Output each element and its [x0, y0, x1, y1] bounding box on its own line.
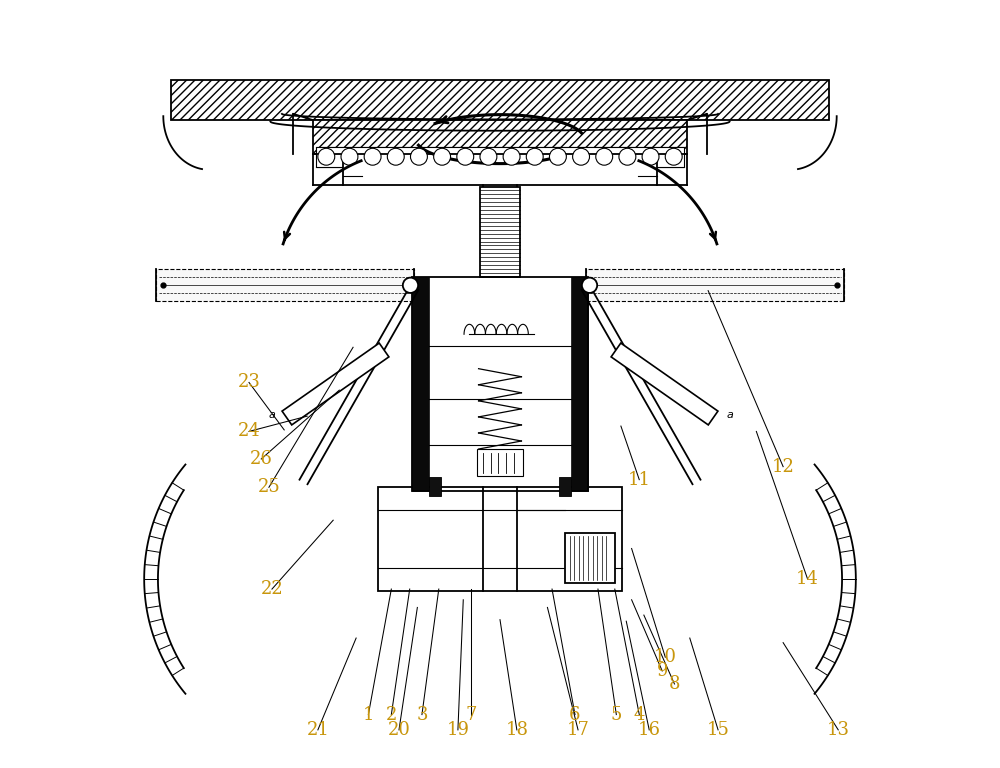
Bar	[480, 187, 520, 277]
Bar	[412, 277, 588, 491]
Bar	[429, 478, 441, 496]
Text: 5: 5	[611, 706, 622, 723]
Polygon shape	[282, 343, 389, 425]
Text: 17: 17	[567, 721, 589, 739]
Text: 13: 13	[827, 721, 850, 739]
Bar	[171, 80, 829, 120]
Circle shape	[619, 148, 636, 165]
Text: 23: 23	[238, 373, 260, 392]
Text: 1: 1	[363, 706, 374, 723]
Text: 8: 8	[669, 675, 680, 693]
Circle shape	[665, 148, 682, 165]
Text: 18: 18	[505, 721, 528, 739]
Text: 3: 3	[416, 706, 428, 723]
Circle shape	[549, 148, 566, 165]
Bar	[586, 270, 844, 301]
Circle shape	[582, 278, 597, 293]
Text: 24: 24	[238, 422, 260, 440]
Text: 11: 11	[628, 471, 651, 488]
Polygon shape	[611, 343, 718, 425]
Bar	[571, 277, 588, 491]
Circle shape	[403, 278, 418, 293]
Circle shape	[364, 148, 381, 165]
Text: 25: 25	[258, 478, 280, 496]
Bar	[565, 533, 615, 583]
Bar	[477, 449, 523, 476]
Text: 7: 7	[465, 706, 477, 723]
Text: 6: 6	[569, 706, 581, 723]
Circle shape	[573, 148, 590, 165]
Text: 4: 4	[634, 706, 645, 723]
Bar	[316, 147, 684, 167]
Text: 10: 10	[654, 648, 677, 666]
Text: 12: 12	[772, 458, 795, 475]
Bar	[313, 120, 687, 154]
Circle shape	[642, 148, 659, 165]
Text: 16: 16	[638, 721, 661, 739]
Text: 19: 19	[446, 721, 469, 739]
Text: 22: 22	[261, 580, 283, 598]
Text: 20: 20	[388, 721, 410, 739]
Circle shape	[457, 148, 474, 165]
Bar	[171, 80, 829, 120]
Circle shape	[526, 148, 543, 165]
Text: a: a	[726, 409, 733, 419]
Bar	[559, 478, 571, 496]
Bar	[156, 270, 414, 301]
Text: 15: 15	[707, 721, 730, 739]
Circle shape	[596, 148, 613, 165]
Text: 21: 21	[306, 721, 329, 739]
Bar	[378, 488, 622, 591]
Circle shape	[387, 148, 404, 165]
Text: a: a	[269, 409, 275, 419]
Text: 26: 26	[250, 450, 273, 468]
Text: 14: 14	[796, 570, 819, 588]
Circle shape	[410, 148, 427, 165]
Bar	[412, 277, 429, 491]
Circle shape	[480, 148, 497, 165]
Circle shape	[341, 148, 358, 165]
Bar	[343, 154, 657, 185]
Circle shape	[503, 148, 520, 165]
Bar	[313, 120, 687, 154]
Text: 2: 2	[386, 706, 397, 723]
Circle shape	[318, 148, 335, 165]
Circle shape	[434, 148, 451, 165]
Text: 9: 9	[656, 662, 668, 680]
